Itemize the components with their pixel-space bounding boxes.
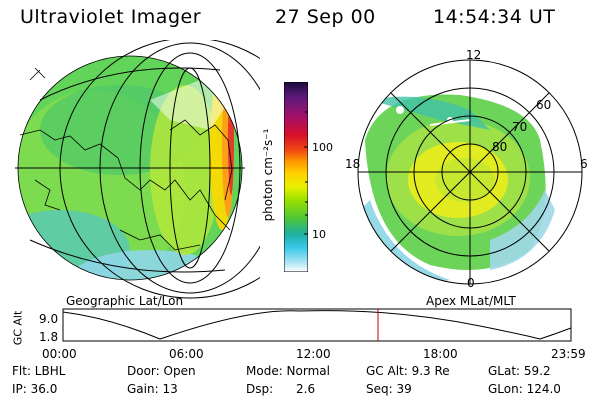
apex-polar-image	[357, 59, 583, 285]
time-label: 14:54:34 UT	[433, 6, 556, 28]
status-ip: IP: 36.0	[12, 382, 58, 396]
mlt-label-6: 6	[580, 157, 588, 171]
colorbar-unit-label: photon cm⁻²s⁻¹	[261, 128, 275, 222]
status-dsp-label: Dsp:	[246, 382, 274, 396]
lat-label-60: 60	[536, 98, 552, 112]
x-tick-0600: 06:00	[169, 347, 204, 361]
date-label: 27 Sep 00	[275, 6, 376, 28]
status-dsp-value: 2.6	[296, 382, 316, 396]
lat-label-80: 80	[492, 140, 508, 154]
status-gc-alt: GC Alt: 9.3 Re	[366, 364, 450, 378]
lat-label-70: 70	[512, 120, 528, 134]
mlt-label-0: 0	[467, 276, 475, 290]
status-mode: Mode: Normal	[246, 364, 330, 378]
alt-axis-label: GC Alt	[11, 310, 25, 346]
geo-panel-label: Geographic Lat/Lon	[66, 294, 184, 308]
x-tick-1200: 12:00	[296, 347, 331, 361]
x-tick-2359: 23:59	[551, 347, 586, 361]
status-seq: Seq: 39	[366, 382, 412, 396]
altitude-plot	[62, 308, 572, 342]
apex-panel-label: Apex MLat/MLT	[426, 294, 516, 308]
status-gain: Gain: 13	[127, 382, 178, 396]
alt-tick-1-8: 1.8	[39, 330, 59, 344]
alt-tick-9: 9.0	[39, 312, 59, 326]
colorbar-tick-100: 100	[312, 141, 333, 154]
x-tick-0000: 00:00	[42, 347, 77, 361]
colorbar-tick-10: 10	[312, 228, 326, 241]
x-tick-1800: 18:00	[423, 347, 458, 361]
status-glat: GLat: 59.2	[488, 364, 551, 378]
mlt-label-18: 18	[345, 157, 361, 171]
status-filter: Flt: LBHL	[12, 364, 66, 378]
status-door: Door: Open	[127, 364, 196, 378]
instrument-title: Ultraviolet Imager	[20, 6, 202, 28]
geographic-image	[15, 40, 260, 299]
mlt-label-12: 12	[466, 48, 482, 62]
colorbar	[284, 82, 308, 272]
status-glon: GLon: 124.0	[488, 382, 561, 396]
